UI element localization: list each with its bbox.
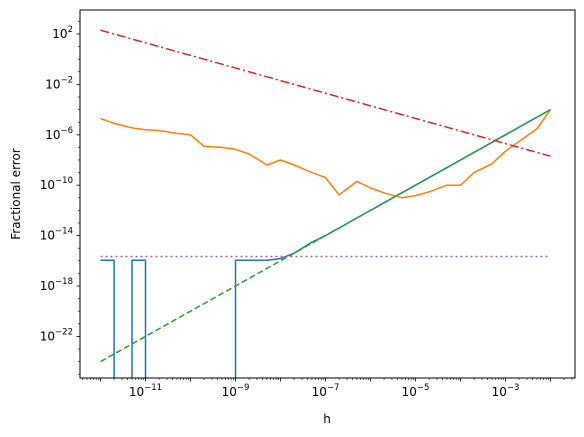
y-tick-label: 10−6 (45, 126, 73, 142)
series-line-1 (100, 108, 551, 378)
x-tick-label: 10−7 (312, 383, 340, 399)
series-layer (100, 29, 552, 378)
y-tick-label: 10−14 (40, 227, 73, 243)
x-axis-label: h (323, 412, 331, 426)
x-tick-label: 10−3 (492, 383, 520, 399)
x-axis-ticks: 10−11 10−9 10−7 10−5 10−3 (82, 378, 573, 399)
series-line-2 (100, 109, 552, 199)
x-tick-label: 10−9 (222, 383, 250, 399)
x-tick-label: 10−5 (402, 383, 430, 399)
series-line-3 (100, 108, 551, 363)
y-tick-label: 10−22 (40, 327, 73, 343)
y-tick-label: 10−18 (40, 277, 73, 293)
series-line-4 (100, 29, 551, 157)
y-axis-label: Fractional error (9, 148, 23, 240)
y-tick-label: 10−2 (45, 75, 73, 91)
plot-frame (79, 9, 576, 379)
x-tick-label: 10−11 (129, 383, 162, 399)
y-axis-ticks: 102 10−2 10−6 10−10 10−14 10−18 10−22 (40, 21, 80, 375)
y-tick-label: 10−10 (40, 176, 73, 192)
y-tick-label: 102 (52, 25, 73, 41)
